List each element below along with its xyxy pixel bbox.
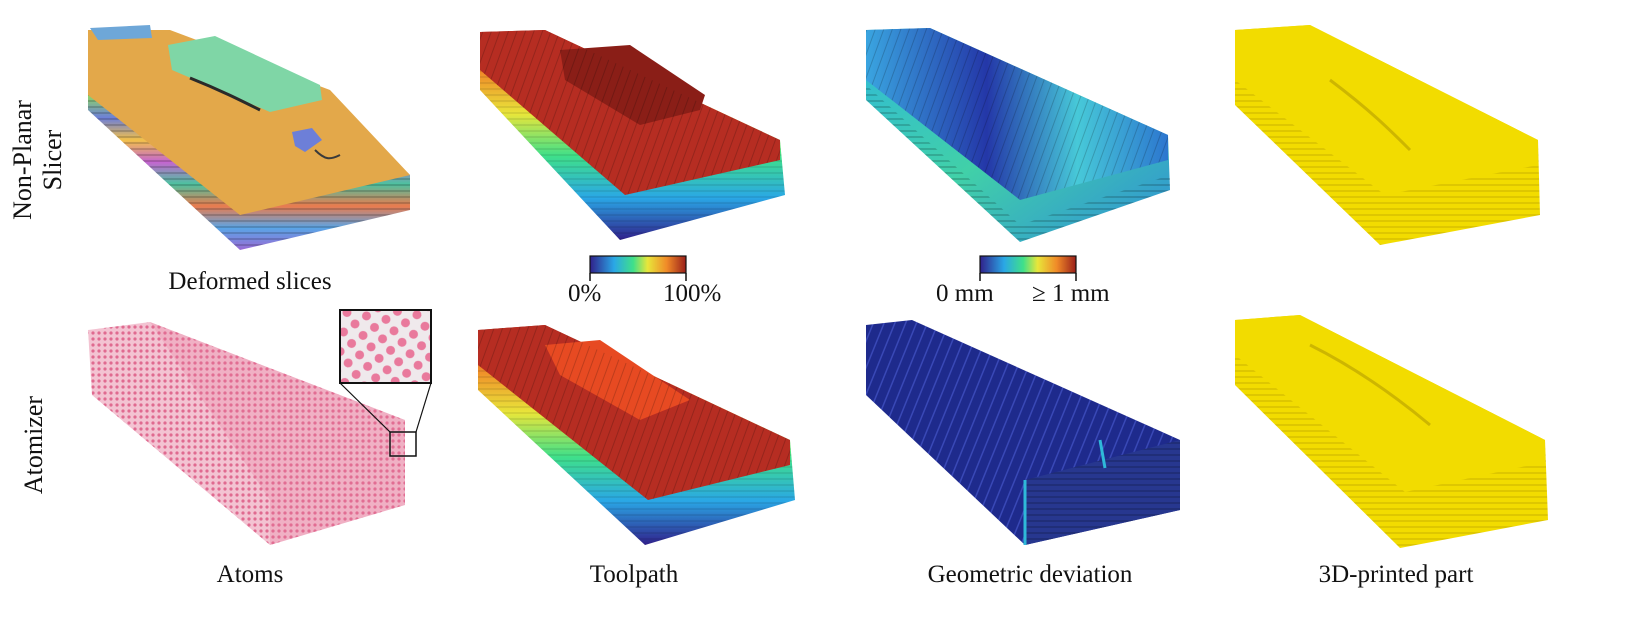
caption-atoms: Atoms — [216, 561, 284, 588]
toolpath-colorbar-min-label: 0% — [568, 280, 602, 307]
toolpath-atomizer-render — [478, 325, 795, 545]
caption-deformed-slices: Deformed slices — [168, 268, 332, 295]
printed-part-slicer-render — [1235, 25, 1540, 245]
deviation-colorbar-max-label: ≥ 1 mm — [1032, 280, 1110, 307]
deviation-atomizer-render — [866, 320, 1180, 545]
caption-geometric-deviation: Geometric deviation — [927, 561, 1133, 588]
zoom-region — [389, 431, 417, 457]
caption-printed-part: 3D-printed part — [1318, 561, 1474, 588]
deviation-colorbar — [979, 255, 1077, 281]
atoms-render — [88, 309, 432, 545]
toolpath-slicer-render — [480, 30, 785, 240]
printed-part-atomizer-render — [1235, 315, 1548, 548]
deviation-slicer-render — [866, 28, 1170, 242]
toolpath-colorbar-max-label: 100% — [663, 280, 722, 307]
deviation-colorbar-min-label: 0 mm — [936, 280, 994, 307]
deformed-slices-render — [88, 25, 410, 250]
zoom-inset — [339, 309, 432, 384]
toolpath-colorbar — [589, 255, 687, 281]
caption-toolpath: Toolpath — [589, 561, 679, 588]
